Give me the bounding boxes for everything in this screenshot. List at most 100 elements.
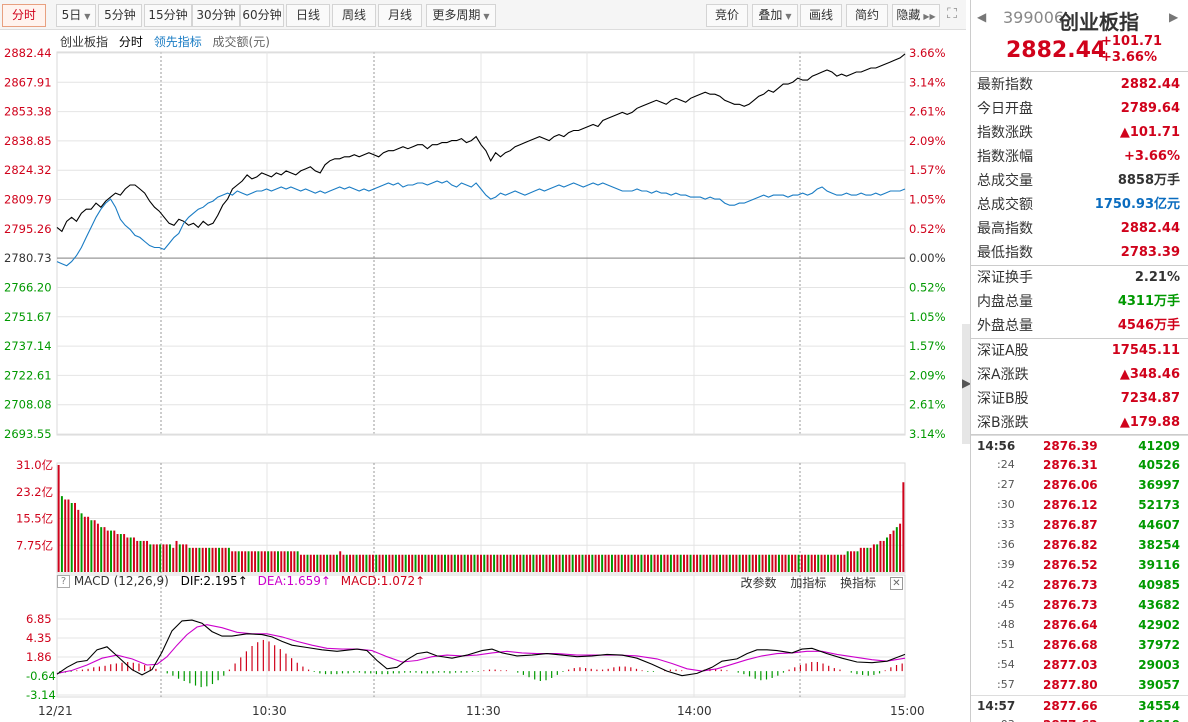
stock-code: 399006 [1003, 8, 1065, 27]
tick-volume: 39116 [1138, 558, 1180, 572]
stat-row: 指数涨幅 +3.66% [971, 145, 1188, 169]
hide-button[interactable]: 隐藏 ▶▶ [892, 4, 940, 27]
stat-row: 深B涨跌 ▲179.88 [971, 411, 1188, 435]
volume-axis-label: 31.0亿 [16, 458, 53, 472]
tick-list[interactable]: 14:56 2876.39 41209:24 2876.31 40526:27 2876.… [971, 434, 1188, 722]
percent-axis-label: 0.00% [909, 251, 946, 265]
fullscreen-icon[interactable]: ⛶ [947, 6, 957, 22]
stat-label: 最新指数 [977, 77, 1033, 93]
period-tab-5day[interactable]: 5日 ▼ [56, 4, 96, 27]
lead-indicator-line [56, 180, 906, 267]
stat-value: +3.66% [1124, 149, 1180, 164]
macd-dif-value: DIF:2.195↑ [180, 574, 248, 588]
macd-label: MACD (12,26,9) [73, 574, 169, 588]
change-params-button[interactable]: 改参数 [740, 576, 777, 590]
tick-row: :24 2876.31 40526 [971, 455, 1188, 475]
change-percent: +3.66% [1101, 50, 1157, 65]
tick-time: :51 [997, 638, 1015, 651]
stock-name: 创业板指 [1059, 10, 1139, 34]
macd-dea-value: DEA:1.659↑ [257, 574, 331, 588]
stat-label: 指数涨跌 [977, 125, 1033, 141]
tick-price: 2877.66 [1043, 699, 1098, 713]
legend-lead-indicator[interactable]: 领先指标 [153, 35, 202, 49]
add-indicator-button[interactable]: 加指标 [790, 576, 827, 590]
macd-dea-line [56, 624, 906, 674]
price-change: +101.71 +3.66% [1101, 34, 1162, 66]
draw-line-button[interactable]: 画线 [800, 4, 842, 27]
percent-axis-label: 2.61% [909, 105, 946, 119]
auction-button[interactable]: 竞价 [706, 4, 748, 27]
tick-volume: 36997 [1138, 478, 1180, 492]
stat-row: 深A涨跌 ▲348.46 [971, 363, 1188, 387]
stat-value: 2882.44 [1120, 221, 1180, 236]
more-periods-dropdown[interactable]: 更多周期 ▼ [426, 4, 496, 27]
simple-mode-button[interactable]: 简约 [846, 4, 888, 27]
price-axis-label: 2838.85 [4, 134, 52, 148]
tick-time: 14:57 [977, 699, 1016, 713]
tick-price: 2877.03 [1043, 658, 1098, 672]
tick-time: :36 [997, 538, 1015, 551]
stat-label: 今日开盘 [977, 101, 1033, 117]
tick-time: :57 [997, 678, 1015, 691]
price-axis-label: 2693.55 [4, 427, 52, 441]
price-axis-label: 2795.26 [4, 222, 52, 236]
hide-label: 隐藏 [896, 8, 921, 22]
dropdown-arrow-icon: ▼ [84, 12, 91, 21]
percent-axis-label: 1.57% [909, 339, 946, 353]
period-tab-daily[interactable]: 日线 [286, 4, 330, 27]
prev-stock-icon[interactable]: ◀ [977, 10, 987, 24]
stat-value: ▲101.71 [1119, 125, 1180, 140]
tick-row: :03 2877.62 16810 [971, 715, 1188, 722]
tick-volume: 40985 [1138, 578, 1180, 592]
period-tab-60min[interactable]: 60分钟 [240, 4, 284, 27]
tick-row: 14:56 2876.39 41209 [971, 435, 1188, 455]
price-axis-label: 2824.32 [4, 163, 52, 177]
tick-price: 2876.06 [1043, 478, 1098, 492]
stat-row: 指数涨跌 ▲101.71 [971, 121, 1188, 145]
tick-row: :51 2876.68 37972 [971, 635, 1188, 655]
volume-axis-label: 7.75亿 [16, 538, 53, 552]
percent-axis-label: 0.52% [909, 222, 946, 236]
switch-indicator-button[interactable]: 换指标 [840, 576, 877, 590]
period-tab-monthly[interactable]: 月线 [378, 4, 422, 27]
legend-index-name: 创业板指 [60, 35, 109, 49]
overlay-label: 叠加 [758, 8, 783, 22]
panel-toggle[interactable]: ▶ [962, 324, 971, 444]
stat-value: 17545.11 [1111, 343, 1180, 358]
price-line [56, 53, 906, 233]
percent-axis-label: 2.09% [909, 134, 946, 148]
period-tab-weekly[interactable]: 周线 [332, 4, 376, 27]
stat-row: 总成交量 8858万手 [971, 169, 1188, 193]
stat-value: ▲348.46 [1119, 367, 1180, 382]
close-icon[interactable]: ✕ [890, 577, 903, 590]
help-icon[interactable]: ? [57, 575, 70, 588]
period-tab-5day-label: 5日 [61, 8, 82, 22]
time-axis-label: 12/21 [38, 704, 73, 718]
stat-row: 外盘总量 4546万手 [971, 314, 1188, 338]
period-tab-5min[interactable]: 5分钟 [98, 4, 142, 27]
more-periods-label: 更多周期 [432, 8, 481, 22]
period-tab-30min[interactable]: 30分钟 [192, 4, 240, 27]
tick-price: 2876.39 [1043, 439, 1098, 453]
intraday-chart[interactable]: 2882.44 3.66% 2867.91 3.14% 2853.38 2.61% 2838… [0, 31, 960, 722]
macd-axis-label: -3.14 [26, 688, 56, 702]
macd-dif-line [56, 619, 906, 677]
time-axis-label: 10:30 [252, 704, 287, 718]
stat-label: 深证换手 [977, 270, 1033, 286]
tick-volume: 16810 [1138, 715, 1180, 722]
next-stock-icon[interactable]: ▶ [1169, 10, 1179, 24]
stat-value: 2882.44 [1120, 77, 1180, 92]
stat-value: 2.21% [1134, 270, 1180, 285]
period-tab-15min[interactable]: 15分钟 [144, 4, 192, 27]
tick-price: 2876.64 [1043, 618, 1098, 632]
tick-volume: 43682 [1138, 598, 1180, 612]
stat-value: 2783.39 [1120, 245, 1180, 260]
tick-volume: 38254 [1138, 538, 1180, 552]
period-tab-intraday[interactable]: 分时 [2, 4, 46, 27]
percent-axis-label: 3.14% [909, 75, 946, 89]
overlay-dropdown[interactable]: 叠加 ▼ [752, 4, 798, 27]
market-stats: 深证A股 17545.11 深A涨跌 ▲348.46 深证B股 7234.87 深B涨跌 ▲1… [971, 338, 1188, 435]
macd-axis-label: -0.64 [26, 669, 56, 683]
percent-axis-label: 1.05% [909, 193, 946, 207]
time-axis-label: 14:00 [677, 704, 712, 718]
